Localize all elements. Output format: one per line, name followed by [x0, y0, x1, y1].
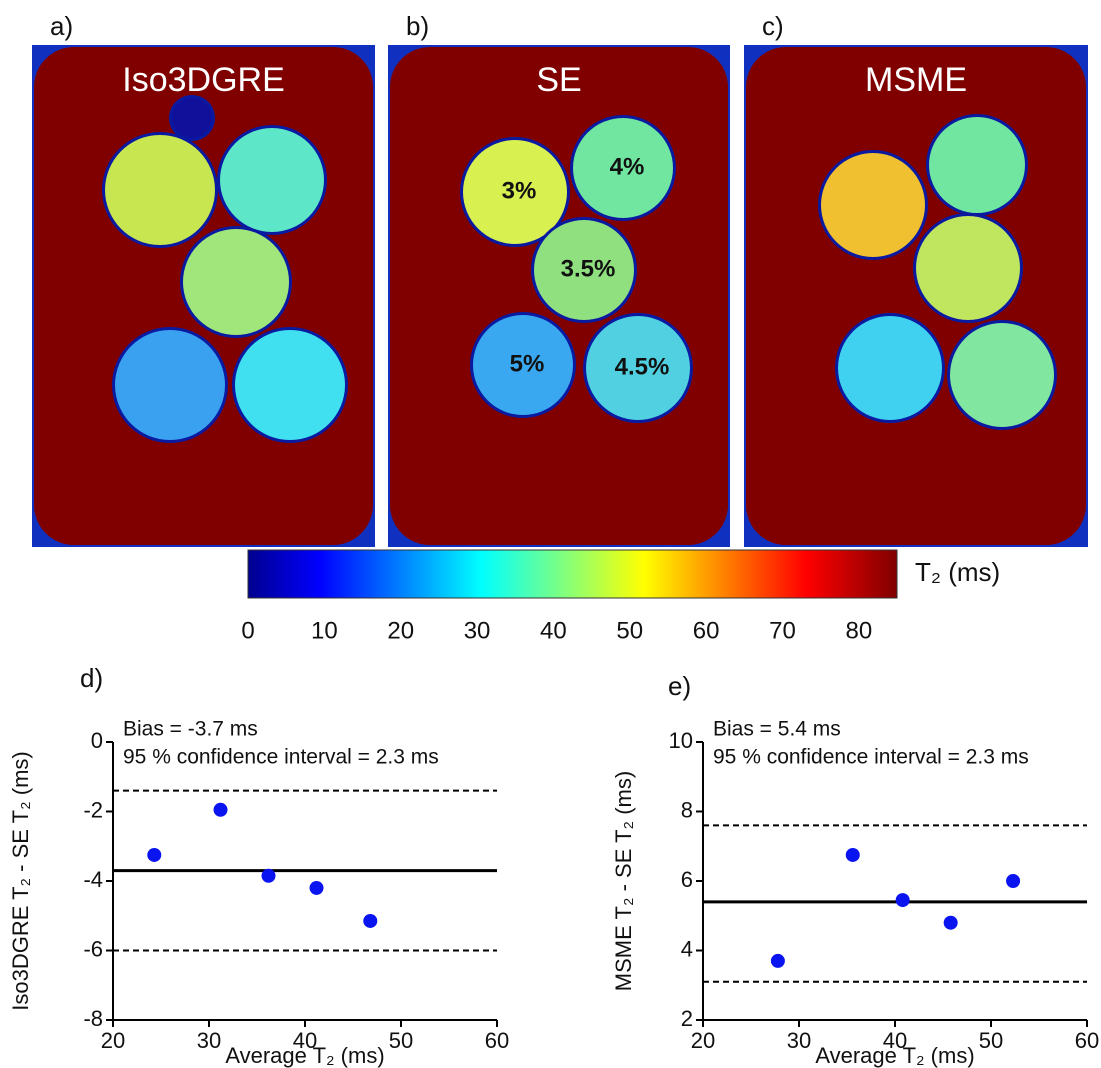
x-tick-label: 50: [979, 1028, 1003, 1053]
annotation: 95 % confidence interval = 2.3 ms: [123, 746, 439, 769]
phantom-tube: [929, 117, 1025, 213]
tube-label: 5%: [510, 350, 545, 377]
data-point: [147, 848, 161, 862]
y-tick-label: -6: [83, 936, 103, 961]
panel-title: Iso3DGRE: [122, 61, 285, 99]
y-tick-label: -4: [83, 867, 103, 892]
x-tick-label: 30: [197, 1028, 221, 1053]
phantom-tube: [950, 323, 1054, 427]
colorbar-tick-label: 50: [616, 617, 643, 644]
x-tick-label: 60: [485, 1028, 509, 1053]
annotation: Bias = -3.7 ms: [123, 718, 258, 741]
data-point: [846, 848, 860, 862]
y-tick-label: 0: [91, 728, 103, 753]
panel-title: MSME: [865, 61, 967, 99]
phantom-tube: [183, 229, 289, 335]
panel-label: d): [80, 663, 103, 693]
panel-label: b): [406, 11, 429, 41]
data-point: [262, 869, 276, 883]
phantom-tube: [838, 316, 942, 420]
data-point: [363, 914, 377, 928]
colorbar-tick-label: 60: [693, 617, 720, 644]
panel-label: e): [668, 671, 691, 701]
phantom-tube: [235, 330, 345, 440]
panel-label: c): [762, 11, 784, 41]
annotation: 95 % confidence interval = 2.3 ms: [713, 746, 1029, 769]
x-axis-label: Average T₂ (ms): [815, 1043, 974, 1068]
y-axis-label: MSME T₂ - SE T₂ (ms): [611, 771, 636, 991]
colorbar-tick-label: 10: [311, 617, 338, 644]
phantom-tube: [105, 135, 215, 245]
tube-label: 3%: [502, 177, 537, 204]
panel-title: SE: [536, 61, 581, 99]
panel-map: [746, 47, 1086, 545]
colorbar-tick-label: 40: [540, 617, 567, 644]
data-point: [214, 803, 228, 817]
y-tick-label: 6: [681, 867, 693, 892]
y-tick-label: 4: [681, 936, 693, 961]
data-point: [310, 881, 324, 895]
phantom-tube: [172, 98, 212, 138]
y-tick-label: -2: [83, 797, 103, 822]
colorbar-tick-label: 20: [387, 617, 414, 644]
y-tick-label: 10: [669, 728, 693, 753]
colorbar-tick-label: 30: [464, 617, 491, 644]
data-point: [896, 893, 910, 907]
colorbar-tick-label: 80: [845, 617, 872, 644]
figure: a) Iso3DGRE b) SE 3% 4% 3.5% 5% 4.5% c) MSME T₂ (ms…: [0, 0, 1101, 1068]
annotation: Bias = 5.4 ms: [713, 718, 841, 741]
x-tick-label: 20: [691, 1028, 715, 1053]
y-tick-label: 8: [681, 797, 693, 822]
colorbar-tick-label: 70: [769, 617, 796, 644]
data-point: [771, 954, 785, 968]
tube-label: 3.5%: [561, 255, 616, 282]
x-tick-label: 20: [101, 1028, 125, 1053]
colorbar-tick-label: 0: [241, 617, 254, 644]
phantom-tube: [220, 128, 324, 232]
panel-label: a): [50, 11, 73, 41]
data-point: [1006, 874, 1020, 888]
tube-label: 4.5%: [615, 353, 670, 380]
x-tick-label: 60: [1075, 1028, 1099, 1053]
tube-label: 4%: [610, 153, 645, 180]
x-axis-label: Average T₂ (ms): [225, 1043, 384, 1068]
x-tick-label: 30: [787, 1028, 811, 1053]
colorbar: [248, 550, 897, 598]
phantom-tube: [115, 330, 225, 440]
data-point: [944, 916, 958, 930]
x-tick-label: 50: [389, 1028, 413, 1053]
colorbar-label: T₂ (ms): [915, 557, 1000, 587]
phantom-tube: [821, 153, 925, 257]
y-axis-label: Iso3DGRE T₂ - SE T₂ (ms): [8, 751, 33, 1011]
phantom-tube: [916, 216, 1020, 320]
